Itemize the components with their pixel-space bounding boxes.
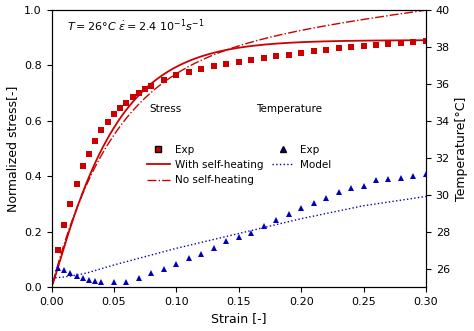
Exp xyxy=(161,78,167,82)
Exp xyxy=(173,73,179,77)
Exp xyxy=(373,43,379,47)
Exp xyxy=(73,182,79,186)
Exp xyxy=(410,40,416,44)
Line: Exp: Exp xyxy=(55,39,428,252)
X-axis label: Strain [-]: Strain [-] xyxy=(211,312,266,325)
Exp xyxy=(386,42,392,46)
Exp xyxy=(311,49,317,53)
Exp xyxy=(67,202,73,206)
Exp xyxy=(186,70,191,74)
Exp xyxy=(86,152,92,156)
Exp xyxy=(211,65,217,69)
Exp xyxy=(423,39,429,43)
Exp xyxy=(298,51,304,55)
Y-axis label: Temperature[°C]: Temperature[°C] xyxy=(456,96,468,201)
Exp xyxy=(142,87,148,91)
Text: $T = 26°C\ \dot{\varepsilon} = 2.4\ 10^{-1}s^{-1}$: $T = 26°C\ \dot{\varepsilon} = 2.4\ 10^{… xyxy=(66,18,204,34)
Exp xyxy=(124,101,129,105)
Exp xyxy=(323,48,329,52)
Exp xyxy=(236,60,242,64)
Exp xyxy=(111,112,117,116)
Exp xyxy=(398,41,404,45)
Exp xyxy=(273,54,279,58)
Exp xyxy=(261,56,266,60)
Exp xyxy=(105,120,110,124)
Exp xyxy=(148,84,154,88)
Exp xyxy=(99,128,104,132)
Exp xyxy=(55,248,61,252)
Exp xyxy=(286,53,292,57)
Exp xyxy=(248,58,254,62)
Y-axis label: Normalized stress[-]: Normalized stress[-] xyxy=(6,85,18,212)
Exp xyxy=(130,95,136,99)
Exp xyxy=(136,91,142,95)
Text: Stress: Stress xyxy=(150,104,182,114)
Exp xyxy=(80,165,86,168)
Text: Temperature: Temperature xyxy=(256,104,322,114)
Exp xyxy=(361,44,366,48)
Exp xyxy=(336,46,341,50)
Exp xyxy=(223,62,229,66)
Exp xyxy=(118,106,123,110)
Exp xyxy=(61,223,67,227)
Exp xyxy=(199,67,204,71)
Exp xyxy=(92,139,98,143)
Exp xyxy=(348,45,354,49)
Legend: Exp, With self-heating, No self-heating, Exp, Model: Exp, With self-heating, No self-heating,… xyxy=(146,145,331,185)
